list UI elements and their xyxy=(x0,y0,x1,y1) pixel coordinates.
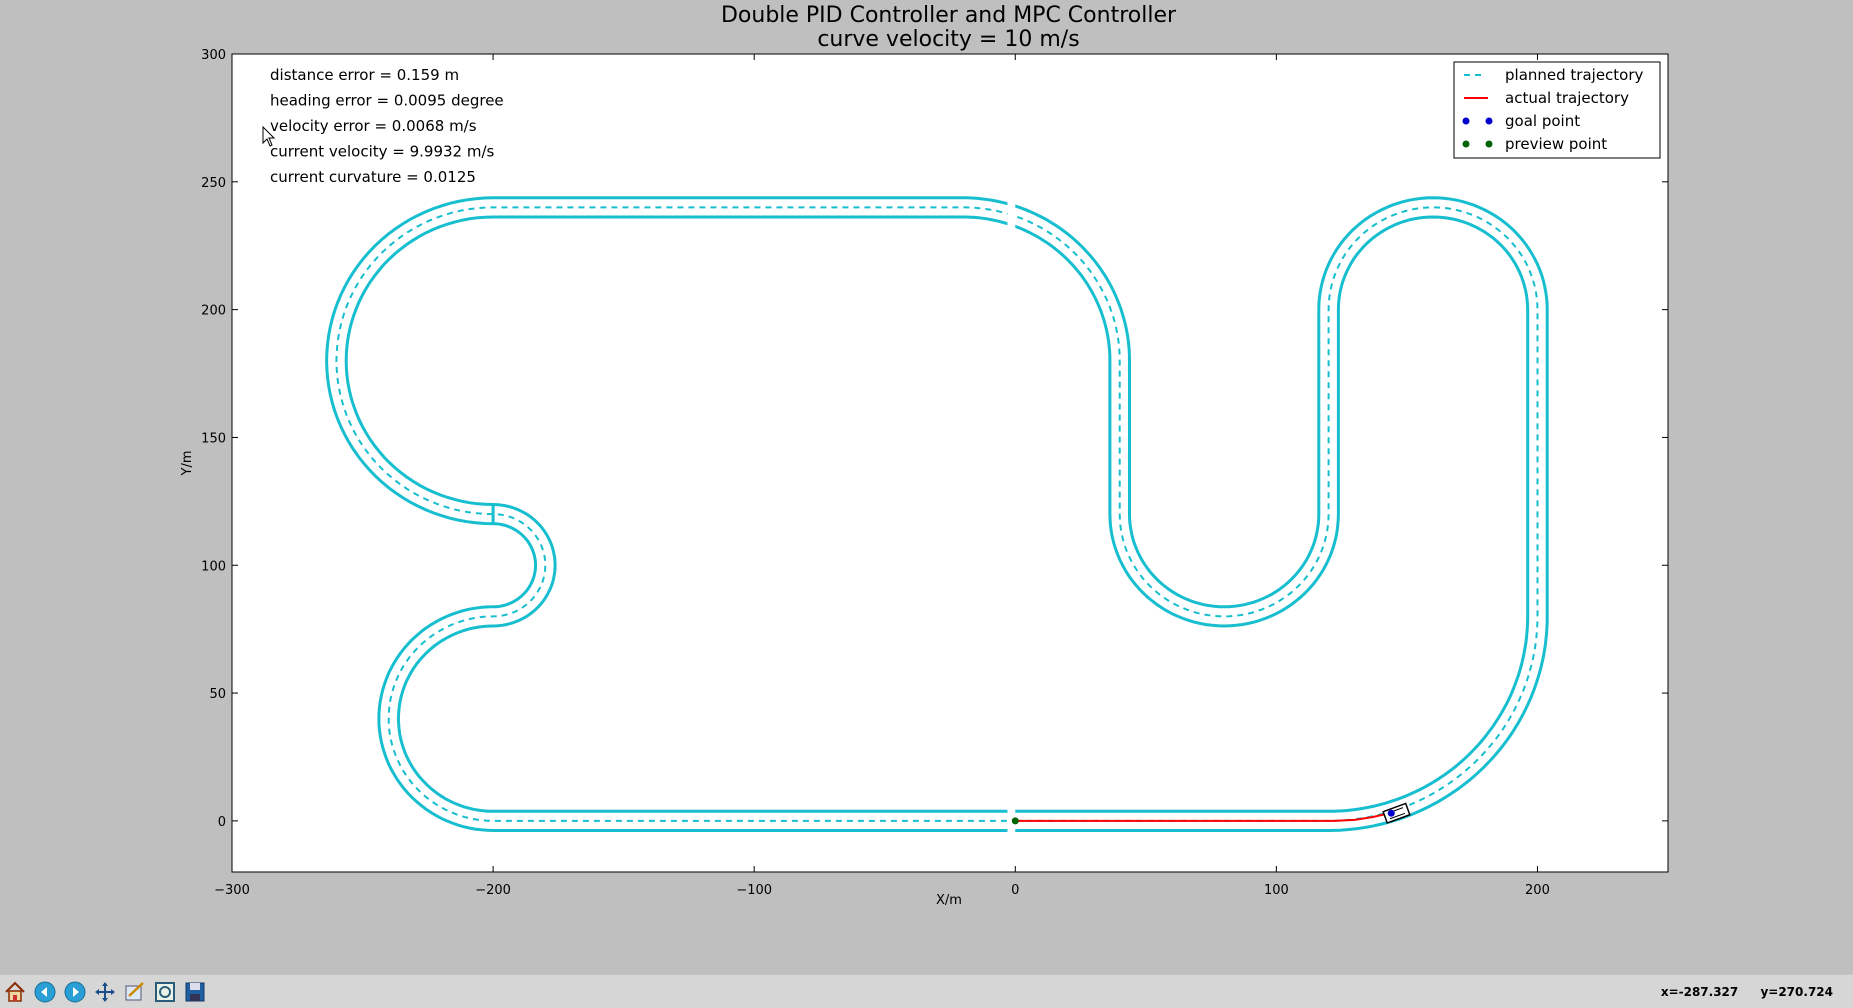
chart-title-line2: curve velocity = 10 m/s xyxy=(817,27,1080,52)
track-layer xyxy=(325,196,1549,832)
forward-icon[interactable] xyxy=(62,979,88,1005)
annotation-layer: distance error = 0.159 m heading error = … xyxy=(270,66,504,186)
legend-swatch-dot xyxy=(1485,117,1493,125)
zoom-icon[interactable] xyxy=(152,979,178,1005)
annotation-text: velocity error = 0.0068 m/s xyxy=(270,117,477,135)
annotation-text: distance error = 0.159 m xyxy=(270,66,459,84)
track-boundary-left xyxy=(344,215,1530,813)
coord-y: y=270.724 xyxy=(1760,985,1833,999)
coord-x: x=-287.327 xyxy=(1660,985,1739,999)
y-tick-label: 150 xyxy=(201,431,226,446)
annotation-text: current curvature = 0.0125 xyxy=(270,168,476,186)
toolbar: x=-287.327 y=270.724 xyxy=(0,974,1853,1008)
legend-swatch-dot xyxy=(1485,140,1493,148)
track-boundary-right xyxy=(325,196,1549,832)
back-icon[interactable] xyxy=(32,979,58,1005)
x-tick-label: −300 xyxy=(214,883,250,898)
legend-label: actual trajectory xyxy=(1505,89,1629,107)
home-icon[interactable] xyxy=(2,979,28,1005)
ticks-layer: −300 −200 −100 0 100 200 0 50 100 150 200 250 300 xyxy=(201,48,1668,898)
preview-point-marker xyxy=(1011,817,1019,825)
x-tick-label: 0 xyxy=(1011,883,1019,898)
x-axis-label: X/m xyxy=(936,893,962,908)
chart-title: Double PID Controller and MPC Controller… xyxy=(0,4,1853,52)
y-tick-label: 200 xyxy=(201,304,226,319)
y-tick-label: 0 xyxy=(218,815,226,830)
y-tick-label: 300 xyxy=(201,48,226,63)
planned-trajectory-line xyxy=(335,206,1539,822)
goal-point-marker xyxy=(1387,809,1395,817)
y-tick-label: 250 xyxy=(201,176,226,191)
y-tick-label: 100 xyxy=(201,559,226,574)
y-axis-label: Y/m xyxy=(180,451,195,477)
plot-area xyxy=(231,53,1669,873)
legend-label: planned trajectory xyxy=(1505,66,1644,84)
x-tick-label: 100 xyxy=(1264,883,1289,898)
x-tick-label: −200 xyxy=(475,883,511,898)
mouse-cursor-icon xyxy=(262,126,276,147)
annotation-text: heading error = 0.0095 degree xyxy=(270,92,504,110)
legend: planned trajectory actual trajectory goal … xyxy=(1453,61,1661,159)
y-tick-label: 50 xyxy=(209,687,226,702)
legend-swatch-dot xyxy=(1462,117,1470,125)
chart-plot[interactable]: −300 −200 −100 0 100 200 0 50 100 150 200 250 300 di… xyxy=(0,0,1853,970)
pan-icon[interactable] xyxy=(92,979,118,1005)
x-tick-label: −100 xyxy=(736,883,772,898)
annotation-text: current velocity = 9.9932 m/s xyxy=(270,143,495,161)
configure-icon[interactable] xyxy=(122,979,148,1005)
save-icon[interactable] xyxy=(182,979,208,1005)
legend-swatch-dot xyxy=(1462,140,1470,148)
legend-label: preview point xyxy=(1505,135,1607,153)
x-tick-label: 200 xyxy=(1525,883,1550,898)
legend-label: goal point xyxy=(1505,112,1580,130)
chart-title-line1: Double PID Controller and MPC Controller xyxy=(720,3,1177,28)
cursor-coordinates: x=-287.327 y=270.724 xyxy=(1643,985,1833,999)
